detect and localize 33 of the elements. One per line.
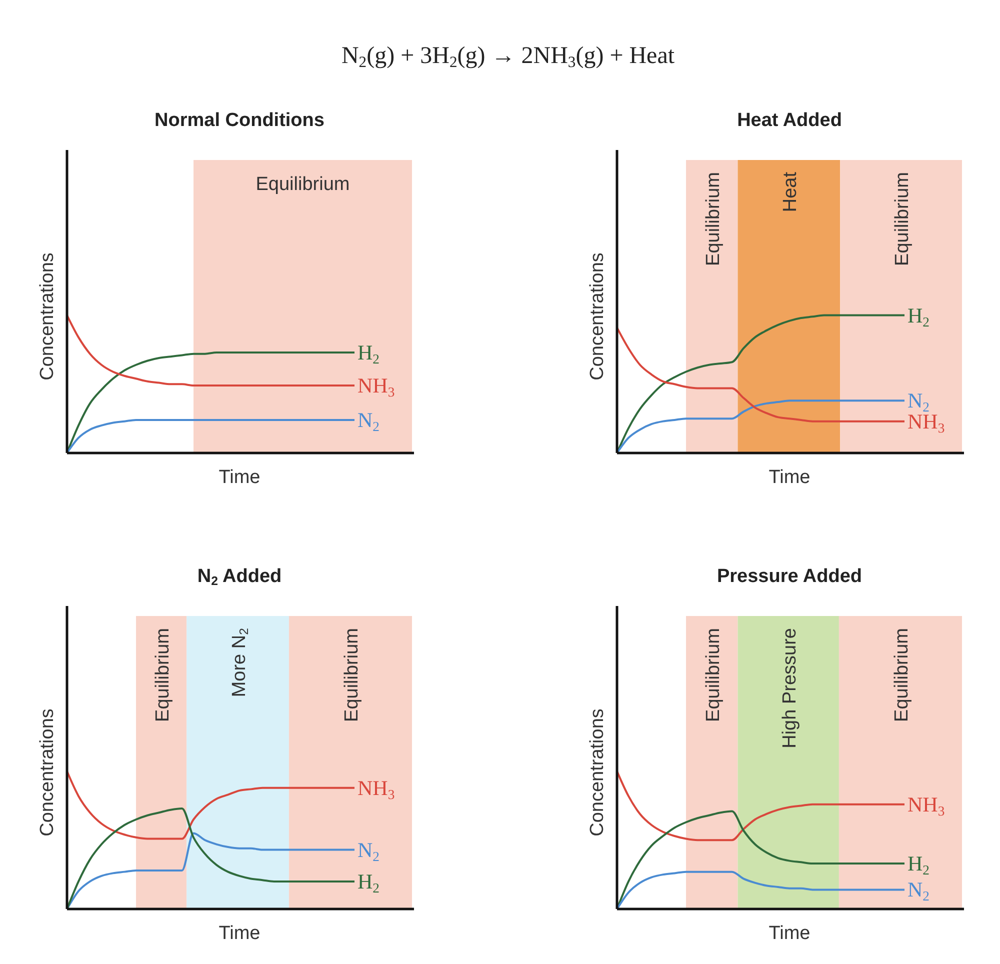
chart-title: N$_{2}$ Added [197,566,282,588]
y-axis-title: Concentrations [37,708,58,836]
text: Equilibrium [702,628,724,722]
series-label: N$_{2}$ [908,878,930,904]
text: Equilibrium [256,174,350,195]
x-axis-title: Time [218,467,260,488]
series-label: N$_{2}$ [358,838,380,864]
text: Equilibrium [341,628,362,722]
series-label: H$_{2}$ [908,303,930,329]
y-axis-title: Concentrations [587,708,608,836]
chart-title: Normal Conditions [154,110,324,131]
text: Equilibrium [702,172,724,266]
x-axis-title: Time [218,923,260,944]
chart-title: Heat Added [737,110,842,131]
series-label: NH$_{3}$ [358,776,395,802]
text: Equilibrium [891,628,912,722]
series-label: N$_{2}$ [358,408,380,434]
x-axis-title: Time [768,923,810,944]
text: High Pressure [779,628,800,748]
series-label: H$_{2}$ [358,340,380,366]
text: Heat [780,171,801,212]
series-label: NH$_{3}$ [908,792,945,818]
text: Equilibrium [152,628,174,722]
y-axis-title: Concentrations [587,252,608,380]
chart-title: Pressure Added [716,566,862,587]
text: N$_{2}$(g) + 3H$_{2}$(g) → 2NH$_{3}$(g) + Heat [341,43,675,71]
text: Equilibrium [892,172,914,266]
y-axis-title: Concentrations [37,252,58,380]
series-label: NH$_{3}$ [358,374,395,400]
series-label: H$_{2}$ [358,869,380,895]
x-axis-title: Time [768,467,810,488]
series-label: N$_{2}$ [908,388,930,414]
series-label: H$_{2}$ [908,852,930,878]
